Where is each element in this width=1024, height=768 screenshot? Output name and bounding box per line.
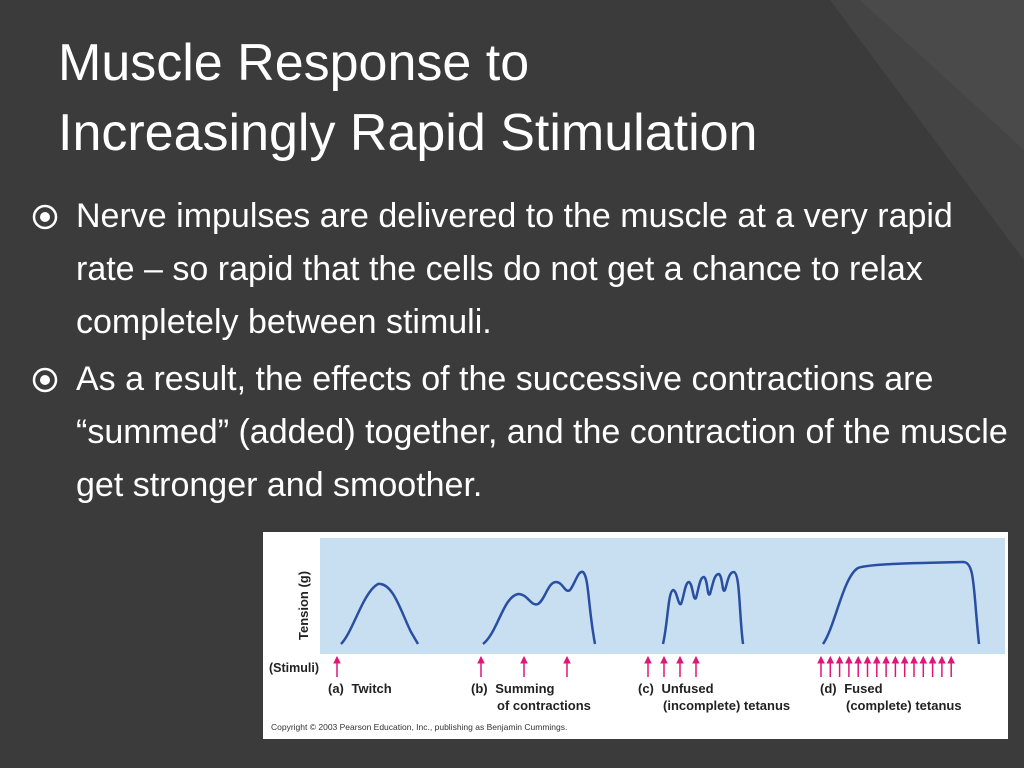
panel-c-label: (c) Unfused (incomplete) tetanus [638,681,790,713]
y-axis-label: Tension (g) [296,571,311,640]
stimulus-arrow-head [835,655,844,664]
circled-dot-icon [32,204,58,230]
stimulus-arrow-head [947,655,956,664]
stimulus-arrows [333,655,956,677]
panel-a-label: (a) Twitch [328,681,392,696]
svg-text:(d) Fused: (d) Fused [820,681,883,696]
stimulus-arrow-head [676,655,684,664]
stimulus-arrow-head [817,655,825,664]
circled-dot-icon [32,367,58,393]
stimulus-arrow-head [938,655,946,664]
plot-area [320,538,1005,654]
bullet-item: Nerve impulses are delivered to the musc… [30,190,1010,349]
panel-d-letter: (d) [820,681,837,696]
stimulus-arrow-head [863,655,872,664]
bullet-list: Nerve impulses are delivered to the musc… [30,190,1010,516]
panel-b-title: Summing [495,681,554,696]
stimulus-arrow-head [882,655,890,664]
title-line-1: Muscle Response to [58,34,530,92]
stimulus-arrow-head [900,655,909,664]
svg-text:(b) Summing: (b) Summing [471,681,555,696]
panel-b-label: (b) Summing of contractions [471,681,591,713]
stimuli-label: (Stimuli) [269,661,319,675]
stimulus-arrow-head [891,655,900,664]
panel-a-title: Twitch [352,681,392,696]
stimulus-arrow-head [563,655,571,664]
panel-c-letter: (c) [638,681,654,696]
panel-c-title: Unfused [662,681,714,696]
bullet-text: As a result, the effects of the successi… [76,360,1008,504]
slide-title: Muscle Response to Increasingly Rapid St… [58,28,998,168]
unfused-tetanus-curve [661,570,745,645]
stimulus-arrow-head [845,655,853,664]
stimulus-arrow-head [854,655,863,664]
twitch-curve [340,582,420,645]
stimulus-arrow-head [477,655,485,664]
svg-text:(c) Unfused: (c) Unfused [638,681,714,696]
bullet-item: As a result, the effects of the successi… [30,353,1010,512]
panel-d-title: Fused [844,681,882,696]
stimulus-arrow-head [644,655,652,664]
summing-curve [482,570,597,645]
stimulus-arrow-head [692,655,700,664]
panel-b-subtitle: of contractions [497,698,591,713]
tension-diagram: Tension (g) (Stimuli) (a) Twitch (b) Sum… [269,538,1005,732]
stimulus-arrow-head [910,655,918,664]
panel-d-subtitle: (complete) tetanus [846,698,962,713]
panel-a-letter: (a) [328,681,344,696]
stimulus-arrow-head [660,655,668,664]
title-line-2: Increasingly Rapid Stimulation [58,104,758,162]
panel-b-letter: (b) [471,681,488,696]
stimulus-arrow-head [928,655,937,664]
panel-c-subtitle: (incomplete) tetanus [663,698,790,713]
stimulus-arrow-head [826,655,835,664]
stimulus-arrow-head [333,655,341,664]
panel-d-label: (d) Fused (complete) tetanus [820,681,962,713]
svg-text:(a) Twitch: (a) Twitch [328,681,392,696]
fused-tetanus-curve [821,560,981,645]
bullet-text: Nerve impulses are delivered to the musc… [76,197,953,341]
stimulus-arrow-head [872,655,881,664]
muscle-tension-figure: Tension (g) (Stimuli) (a) Twitch (b) Sum… [263,532,1008,739]
stimulus-arrow-head [919,655,928,664]
stimulus-arrow-head [520,655,528,664]
copyright-text: Copyright © 2003 Pearson Education, Inc.… [271,722,567,732]
